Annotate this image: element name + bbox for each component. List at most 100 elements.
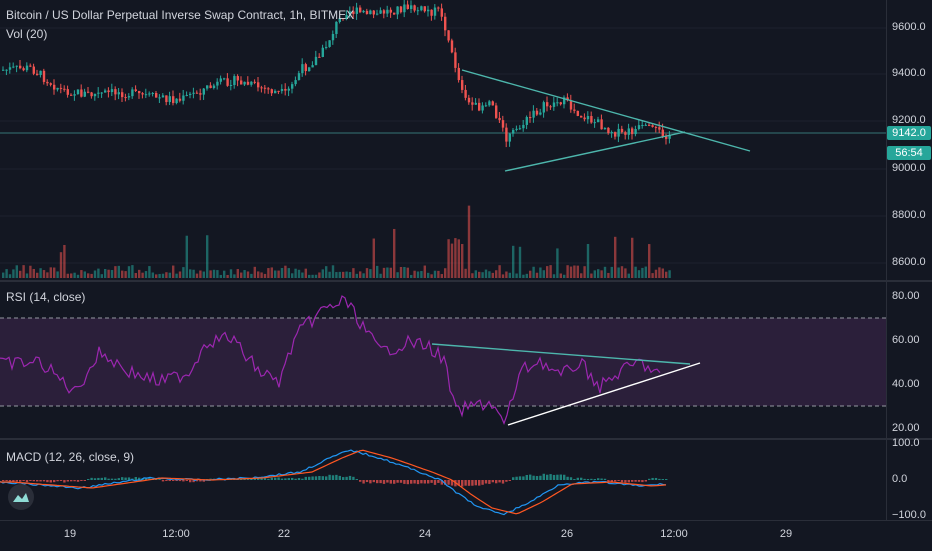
volume-bar xyxy=(556,248,559,278)
macd-histogram-bar xyxy=(294,478,297,480)
volume-bar xyxy=(263,273,267,278)
macd-histogram-bar xyxy=(474,480,477,486)
macd-histogram-bar xyxy=(563,474,566,480)
rsi-pane[interactable]: RSI (14, close) xyxy=(0,282,886,438)
candle-body xyxy=(253,81,256,83)
macd-histogram-bar xyxy=(617,480,620,481)
candle-body xyxy=(447,30,450,41)
macd-histogram-bar xyxy=(573,479,576,480)
candle-body xyxy=(563,97,566,105)
time-tick: 29 xyxy=(779,528,793,540)
volume-bar xyxy=(93,270,97,278)
volume-bar xyxy=(73,272,76,278)
macd-histogram-bar xyxy=(83,480,86,481)
candle-body xyxy=(311,65,314,68)
candle-body xyxy=(90,92,93,97)
volume-bar xyxy=(559,273,562,278)
tradingview-logo-icon[interactable] xyxy=(8,484,34,510)
price-tick: 8600.0 xyxy=(892,256,926,268)
candle-body xyxy=(467,97,471,103)
time-tick: 24 xyxy=(418,528,432,540)
volume-bar xyxy=(172,265,175,278)
volume-bar xyxy=(185,235,188,278)
volume-bar xyxy=(369,269,372,278)
volume-bar xyxy=(189,269,192,278)
volume-bar xyxy=(624,268,627,278)
rsi-chart-canvas[interactable] xyxy=(0,282,886,438)
volume-bar xyxy=(403,266,406,278)
macd-histogram-bar xyxy=(263,477,267,480)
volume-bar xyxy=(552,274,556,278)
pane-separator[interactable] xyxy=(0,438,932,440)
macd-histogram-bar xyxy=(610,480,613,483)
candle-body xyxy=(359,7,362,13)
candle-body xyxy=(151,93,154,95)
candle-body xyxy=(257,82,260,88)
volume-bar xyxy=(600,270,603,278)
macd-histogram-bar xyxy=(348,475,352,480)
candle-body xyxy=(260,87,263,89)
rsi-axis[interactable] xyxy=(886,282,932,438)
macd-histogram-bar xyxy=(607,480,610,483)
candle-body xyxy=(393,12,396,15)
macd-histogram-bar xyxy=(240,479,243,480)
candle-body xyxy=(600,119,603,130)
macd-histogram-bar xyxy=(328,474,331,480)
volume-bar xyxy=(481,272,484,278)
volume-bar xyxy=(127,266,131,278)
volume-bar xyxy=(100,274,103,278)
candle-body xyxy=(566,97,569,101)
volume-bar xyxy=(49,267,52,278)
macd-histogram-bar xyxy=(39,480,42,482)
price-chart-canvas[interactable] xyxy=(0,0,886,280)
macd-histogram-bar xyxy=(457,480,460,486)
candle-body xyxy=(593,122,596,124)
macd-chart-canvas[interactable] xyxy=(0,440,886,520)
candle-body xyxy=(308,67,311,72)
macd-axis[interactable] xyxy=(886,440,932,520)
candle-body xyxy=(406,4,409,10)
volume-bar xyxy=(607,272,610,278)
pane-separator[interactable] xyxy=(0,280,932,282)
candle-body xyxy=(294,80,297,85)
volume-bar xyxy=(209,270,212,278)
macd-histogram-bar xyxy=(80,480,83,481)
candle-body xyxy=(250,81,253,85)
macd-histogram-bar xyxy=(321,476,324,480)
price-pane[interactable]: Bitcoin / US Dollar Perpetual Inverse Sw… xyxy=(0,0,886,280)
macd-histogram-bar xyxy=(620,480,624,483)
candle-body xyxy=(668,135,671,139)
volume-bar xyxy=(19,270,22,278)
candle-body xyxy=(529,117,532,119)
candle-body xyxy=(335,21,338,34)
volume-bar xyxy=(342,271,345,278)
candle-body xyxy=(226,78,229,86)
volume-bar xyxy=(70,273,73,278)
rsi-tick: 40.00 xyxy=(892,378,920,390)
macd-histogram-bar xyxy=(423,480,426,484)
macd-histogram-bar xyxy=(444,480,447,485)
candle-body xyxy=(559,102,562,105)
macd-histogram-bar xyxy=(168,480,171,482)
volume-bar xyxy=(620,266,624,278)
price-axis[interactable] xyxy=(886,0,932,280)
macd-histogram-bar xyxy=(593,479,596,480)
macd-histogram-bar xyxy=(25,480,29,483)
volume-bar xyxy=(444,268,447,278)
macd-histogram-bar xyxy=(100,477,103,480)
candle-body xyxy=(389,9,392,13)
volume-bar xyxy=(597,269,600,278)
volume-bar xyxy=(97,268,100,278)
candle-body xyxy=(141,93,144,95)
macd-pane[interactable]: MACD (12, 26, close, 9) xyxy=(0,440,886,520)
volume-bar xyxy=(437,270,440,278)
macd-tick: 100.0 xyxy=(892,437,920,449)
candle-body xyxy=(403,4,406,13)
candle-body xyxy=(301,64,304,74)
candle-body xyxy=(212,85,216,89)
candle-body xyxy=(121,92,124,98)
time-axis[interactable] xyxy=(0,520,932,551)
candle-body xyxy=(491,101,494,106)
candle-body xyxy=(219,78,222,82)
candle-body xyxy=(274,90,277,94)
